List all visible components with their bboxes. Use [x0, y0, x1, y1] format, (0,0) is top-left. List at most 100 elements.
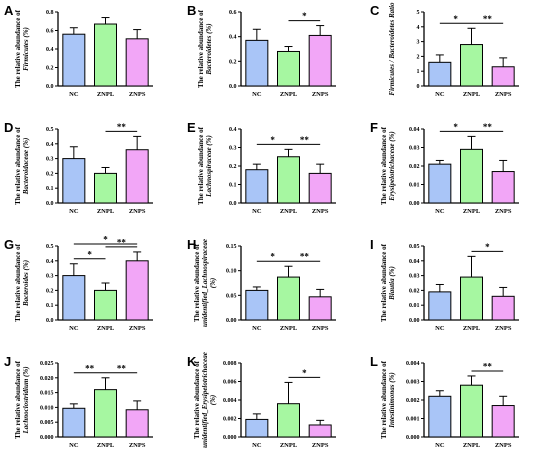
y-tick-label: 0.01 — [409, 303, 420, 309]
y-tick-label: 0.00 — [409, 318, 420, 324]
bar-znps — [491, 295, 515, 321]
x-tick-label: ZNPS — [495, 208, 512, 215]
x-tick-label: ZNPS — [495, 325, 512, 332]
bar-znpl — [277, 156, 300, 204]
x-tick-label: NC — [69, 325, 79, 332]
y-axis-label: The relative abundance of — [380, 126, 388, 205]
x-tick-label: ZNPL — [97, 442, 115, 449]
y-tick-label: 0.008 — [223, 361, 237, 367]
bar-nc — [245, 289, 269, 321]
bar-nc — [428, 163, 452, 204]
panel-letter: G — [4, 237, 14, 252]
y-tick-label: 0.006 — [223, 380, 237, 386]
y-axis-label: The relative abundance of — [14, 9, 22, 88]
y-tick-label: 0.4 — [229, 35, 237, 41]
y-tick-label: 0.2 — [46, 66, 54, 72]
x-tick-label: ZNPL — [97, 325, 115, 332]
x-tick-label: ZNPS — [129, 442, 146, 449]
bar-nc — [62, 33, 86, 87]
bar-znpl — [94, 23, 117, 87]
y-tick-label: 0.010 — [40, 405, 54, 411]
significance-label: * — [302, 368, 307, 378]
bar-znpl — [94, 289, 117, 321]
y-tick-label: 0.04 — [409, 259, 420, 265]
y-axis-label: Lachnospiraceae (%) — [205, 135, 213, 198]
y-tick-label: 0.03 — [409, 274, 420, 280]
x-tick-label: ZNPS — [495, 442, 512, 449]
bar-znps — [308, 34, 332, 87]
x-tick-label: NC — [69, 442, 79, 449]
y-tick-label: 0.2 — [46, 171, 54, 177]
significance-label: ** — [85, 363, 95, 373]
x-tick-label: ZNPS — [129, 208, 146, 215]
y-tick-label: 0.3 — [46, 274, 54, 280]
panel-i: I The relative abundance of Blautia (%) 0.0… — [370, 237, 519, 332]
bar-znps — [125, 149, 149, 204]
x-tick-label: NC — [69, 91, 79, 98]
significance-label: ** — [117, 122, 127, 132]
y-axis-label: The relative abundance of — [197, 9, 205, 88]
x-tick-label: NC — [252, 208, 262, 215]
panel-a: A The relative abundance of Firmicutes (%)… — [4, 3, 153, 98]
bar-nc — [245, 418, 269, 438]
y-tick-label: 0.002 — [406, 398, 420, 404]
x-tick-label: ZNPS — [129, 325, 146, 332]
bar-nc — [245, 39, 269, 87]
y-axis-label: Blautia (%) — [388, 266, 396, 301]
y-axis-label: The relative abundance of — [193, 243, 201, 322]
y-tick-label: 0.01 — [409, 183, 420, 189]
bar-nc — [428, 291, 452, 321]
bar-znpl — [460, 44, 483, 87]
panel-letter: K — [187, 354, 197, 369]
y-tick-label: 0.002 — [223, 417, 237, 423]
bar-znps — [125, 38, 149, 87]
y-axis-label: unidentified_Erysipelotrichaceae — [201, 352, 209, 448]
y-tick-label: 0.00 — [226, 318, 237, 324]
y-tick-label: 0.1 — [46, 303, 54, 309]
panel-letter: L — [370, 354, 378, 369]
y-tick-label: 0.3 — [229, 146, 237, 152]
panel-letter: F — [370, 120, 378, 135]
panel-b: B The relative abundance of Bacteroidetes … — [187, 3, 336, 98]
y-tick-label: 0.004 — [223, 398, 237, 404]
y-tick-label: 0.02 — [409, 164, 420, 170]
y-tick-label: 0.000 — [40, 435, 54, 441]
y-axis-label: The relative abundance of — [14, 243, 22, 322]
y-tick-label: 0.03 — [409, 146, 420, 152]
y-tick-label: 0.02 — [409, 288, 420, 294]
x-tick-label: NC — [435, 442, 445, 449]
x-tick-label: ZNPL — [280, 325, 298, 332]
bar-znps — [308, 424, 332, 438]
bar-znps — [308, 172, 332, 204]
significance-label: ** — [483, 361, 493, 371]
y-axis-label: The relative abundance of — [14, 126, 22, 205]
y-tick-label: 0.004 — [406, 361, 420, 367]
x-tick-label: NC — [435, 208, 445, 215]
significance-label: * — [103, 235, 108, 245]
x-tick-label: ZNPS — [495, 91, 512, 98]
y-axis-label: (%) — [209, 278, 217, 289]
bar-znps — [491, 405, 515, 438]
bar-znpl — [94, 172, 117, 204]
y-tick-label: 0.1 — [229, 183, 237, 189]
bar-nc — [62, 407, 86, 438]
y-axis-label: Firmicutes / Bacteroidetes Ratio — [388, 2, 396, 96]
bar-znpl — [277, 403, 300, 438]
bar-znpl — [277, 50, 300, 87]
x-tick-label: ZNPS — [312, 325, 329, 332]
panel-letter: I — [370, 237, 374, 252]
y-tick-label: 0.0 — [46, 84, 54, 90]
y-tick-label: 0.5 — [46, 127, 54, 133]
bar-znps — [491, 171, 515, 204]
panel-letter: B — [187, 3, 196, 18]
panel-letter: E — [187, 120, 196, 135]
y-tick-label: 4 — [417, 25, 420, 31]
y-tick-label: 0.0 — [46, 318, 54, 324]
y-tick-label: 0.4 — [46, 47, 54, 53]
y-tick-label: 0 — [417, 84, 420, 90]
significance-label: * — [270, 135, 275, 145]
y-tick-label: 0.003 — [406, 380, 420, 386]
significance-label: * — [453, 14, 458, 24]
